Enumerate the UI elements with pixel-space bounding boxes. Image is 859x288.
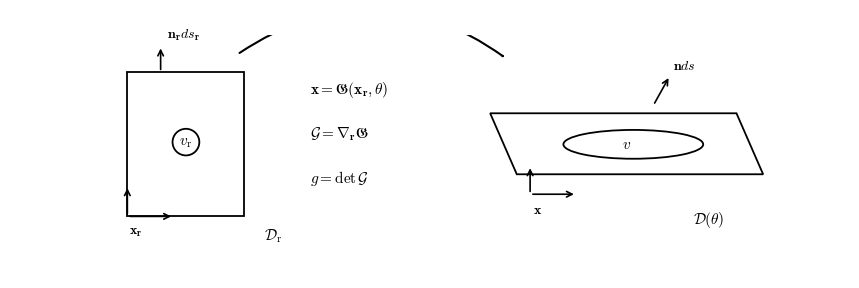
Text: $v_{\mathrm{r}}$: $v_{\mathrm{r}}$	[180, 134, 192, 149]
Text: $\mathcal{D}(\theta)$: $\mathcal{D}(\theta)$	[693, 210, 725, 230]
Text: $\mathbf{n}ds$: $\mathbf{n}ds$	[673, 59, 696, 73]
FancyArrowPatch shape	[240, 9, 503, 56]
Polygon shape	[490, 113, 763, 174]
Ellipse shape	[564, 130, 704, 159]
Bar	[127, 72, 244, 216]
Text: $\mathbf{x_r}$: $\mathbf{x_r}$	[129, 225, 143, 239]
Text: $\mathbf{n_r}ds_{\mathbf{r}}$: $\mathbf{n_r}ds_{\mathbf{r}}$	[168, 28, 200, 43]
Text: $\mathcal{D}_{\mathrm{r}}$: $\mathcal{D}_{\mathrm{r}}$	[264, 228, 283, 245]
Text: $\mathcal{G} = \nabla_{\mathbf{r}} \mathfrak{G}$: $\mathcal{G} = \nabla_{\mathbf{r}} \math…	[310, 126, 369, 143]
Text: $\mathbf{x} = \mathfrak{G}(\mathbf{x_r}, \theta)$: $\mathbf{x} = \mathfrak{G}(\mathbf{x_r},…	[310, 80, 389, 100]
Text: $v$: $v$	[622, 137, 631, 152]
Text: $g = \det \mathcal{G}$: $g = \det \mathcal{G}$	[310, 169, 369, 188]
Ellipse shape	[173, 129, 199, 156]
Text: $\mathbf{x}$: $\mathbf{x}$	[533, 203, 543, 217]
